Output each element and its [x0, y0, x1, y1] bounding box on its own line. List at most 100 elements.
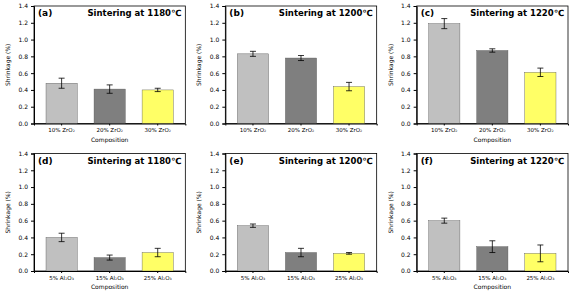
- bar: [333, 87, 364, 124]
- bar: [333, 253, 364, 271]
- x-tick-label: 30% ZrO₂: [336, 127, 363, 133]
- y-tick: 1.0: [210, 36, 226, 43]
- panel: 0.00.20.40.60.81.01.21.410% ZrO₂20% ZrO₂…: [195, 2, 377, 133]
- error-bar: [441, 19, 447, 29]
- x-tick-label: 15% Al₂O₃: [478, 275, 506, 281]
- y-tick-mark: [414, 221, 417, 222]
- y-tick: 1.2: [18, 167, 34, 174]
- x-tick-label: 25% Al₂O₃: [144, 275, 172, 281]
- y-tick-label: 0.0: [18, 267, 28, 274]
- y-tick-label: 0.4: [18, 234, 28, 241]
- y-tick-mark: [222, 6, 225, 7]
- y-tick: 1.4: [18, 150, 34, 157]
- y-tick: 0.6: [210, 217, 226, 224]
- x-tick: 30% ZrO₂: [336, 124, 363, 134]
- error-bar: [537, 68, 543, 76]
- y-tick: 0.0: [210, 267, 226, 274]
- error-bar: [346, 82, 352, 90]
- y-tick-mark: [222, 170, 225, 171]
- y-axis-title: Shrinkage (%): [387, 191, 395, 233]
- y-tick-mark: [222, 56, 225, 57]
- x-tick: 10% ZrO₂: [431, 124, 458, 134]
- x-tick-label: 20% ZrO₂: [96, 127, 123, 133]
- y-tick: 1.2: [210, 19, 226, 26]
- y-tick: 0.8: [18, 53, 34, 60]
- y-tick: 1.4: [401, 2, 417, 9]
- x-tick: 30% ZrO₂: [144, 124, 171, 134]
- x-tick: 25% Al₂O₃: [526, 271, 554, 281]
- y-tick: 0.6: [18, 70, 34, 77]
- plot-frame: [417, 154, 568, 272]
- error-bar: [250, 51, 256, 56]
- error-bar: [107, 85, 113, 93]
- plot-frame: [34, 6, 185, 124]
- x-tick: 20% ZrO₂: [479, 124, 506, 134]
- x-tick: 25% Al₂O₃: [144, 271, 172, 281]
- title: Sintering at 1180℃: [88, 8, 182, 18]
- title: Sintering at 1200℃: [279, 8, 373, 18]
- y-tick: 0.8: [401, 53, 417, 60]
- y-tick-label: 0.6: [401, 70, 411, 77]
- x-axis: 5% Al₂O₃15% Al₂O₃25% Al₂O₃: [226, 271, 377, 281]
- x-axis-line: [35, 272, 186, 274]
- y-tick-mark: [31, 154, 34, 155]
- x-tick-label: 15% Al₂O₃: [96, 275, 124, 281]
- y-tick-mark: [31, 187, 34, 188]
- y-tick: 0.2: [401, 103, 417, 110]
- y-tick: 0.0: [18, 267, 34, 274]
- y-axis-line: [31, 7, 35, 125]
- error-bar: [441, 218, 447, 223]
- y-tick: 0.6: [18, 217, 34, 224]
- y-tick-label: 1.4: [18, 150, 28, 157]
- y-tick-label: 0.0: [401, 120, 411, 127]
- y-tick-label: 1.2: [210, 167, 220, 174]
- y-tick-label: 1.4: [18, 2, 28, 9]
- panel: 0.00.20.40.60.81.01.21.45% Al₂O₃15% Al₂O…: [387, 150, 569, 291]
- y-tick: 0.0: [401, 267, 417, 274]
- y-axis-line: [222, 154, 226, 272]
- bar: [46, 83, 77, 123]
- x-tick-label: 10% ZrO₂: [48, 127, 75, 133]
- y-tick: 1.0: [18, 183, 34, 190]
- y-tick-label: 0.6: [210, 217, 220, 224]
- y-tick-label: 0.8: [210, 200, 220, 207]
- x-tick-label: 20% ZrO₂: [288, 127, 315, 133]
- x-tick: 15% Al₂O₃: [478, 271, 506, 281]
- y-tick: 0.0: [401, 120, 417, 127]
- bar: [429, 221, 460, 271]
- x-axis: 10% ZrO₂ 20% ZrO₂ 30% ZrO₂: [417, 124, 568, 134]
- y-tick-label: 0.0: [401, 267, 411, 274]
- y-tick-label: 1.0: [210, 183, 220, 190]
- x-tick-label: 25% Al₂O₃: [526, 275, 554, 281]
- x-tick-mark: [109, 271, 110, 273]
- bars: [46, 233, 173, 271]
- y-tick-label: 0.2: [18, 103, 28, 110]
- y-tick: 0.8: [210, 53, 226, 60]
- y-tick: 0.2: [210, 251, 226, 258]
- panel-label: (d): [38, 156, 53, 166]
- bars: [237, 51, 364, 123]
- x-tick: 20% ZrO₂: [288, 124, 315, 134]
- panel-label: (e): [229, 156, 243, 166]
- y-tick: 0.4: [401, 86, 417, 93]
- x-tick: 20% ZrO₂: [96, 124, 123, 134]
- x-tick-label: 30% ZrO₂: [144, 127, 171, 133]
- bar: [285, 58, 316, 123]
- x-tick-label: 5% Al₂O₃: [49, 275, 74, 281]
- x-axis-line: [35, 124, 186, 126]
- x-tick-label: 30% ZrO₂: [527, 127, 554, 133]
- bar: [142, 90, 173, 124]
- y-tick: 1.2: [210, 167, 226, 174]
- y-tick: 1.0: [401, 36, 417, 43]
- y-tick-mark: [414, 40, 417, 41]
- bars: [429, 19, 556, 124]
- figure: 0.0 0.2 0.4 0.6 0.8 1.0 1.2 1.4 10% ZrO₂ 20% ZrO₂…: [0, 0, 574, 295]
- panel-label: (a): [38, 8, 52, 18]
- y-tick-mark: [31, 204, 34, 205]
- y-tick-label: 0.0: [210, 120, 220, 127]
- x-tick-mark: [444, 124, 445, 126]
- y-axis: 0.00.20.40.60.81.01.21.4: [18, 2, 34, 127]
- x-tick: 30% ZrO₂: [527, 124, 554, 134]
- y-tick-mark: [222, 271, 225, 272]
- x-tick-mark: [61, 124, 62, 126]
